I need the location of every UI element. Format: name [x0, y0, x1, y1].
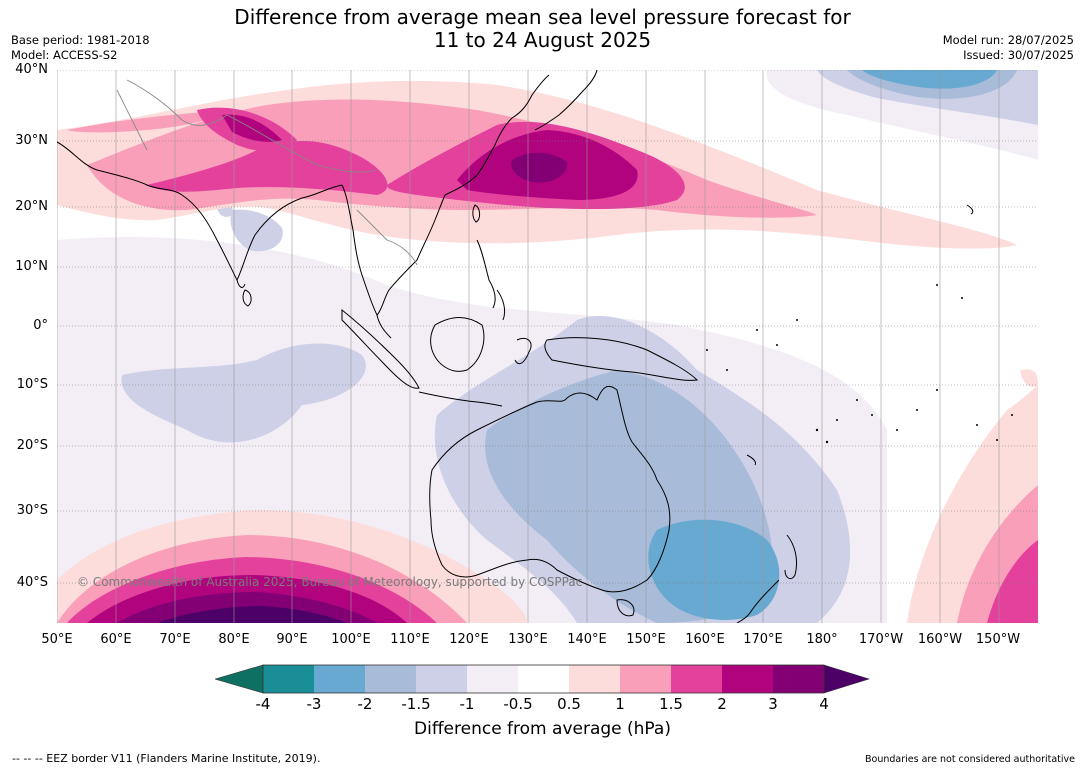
colorbar-swatch-12: [823, 664, 871, 694]
lon-label-140e: 140°E: [567, 632, 607, 647]
anomaly-southern-ocean-plus4: [157, 606, 347, 623]
colorbar-swatch-2: [314, 665, 365, 693]
lat-label-30s: 30°S: [16, 503, 48, 518]
lon-label-110e: 110°E: [390, 632, 430, 647]
colorbar-label-0-5: 0.5: [557, 695, 581, 713]
colorbar-label-1-5: 1.5: [659, 695, 683, 713]
lon-label-170w: 170°W: [858, 632, 904, 647]
map-title-line-2: 11 to 24 August 2025: [433, 28, 652, 52]
lon-label-160e: 160°E: [685, 632, 725, 647]
colorbar: [213, 664, 871, 694]
colorbar-swatch-9: [671, 665, 722, 693]
lat-label-10s: 10°S: [16, 377, 48, 392]
lat-label-0: 0°: [33, 318, 48, 333]
colorbar-swatch-6: [518, 665, 569, 693]
boundaries-disclaimer: Boundaries are not considered authoritat…: [865, 754, 1075, 765]
lon-label-130e: 130°E: [508, 632, 548, 647]
model-label: Model: ACCESS-S2: [11, 48, 118, 62]
copyright-notice: © Commonwealth of Australia 2025, Bureau…: [77, 575, 583, 589]
colorbar-swatch-11: [773, 665, 824, 693]
model-run-label: Model run: 28/07/2025: [942, 33, 1074, 47]
colorbar-swatch-5: [467, 665, 518, 693]
lon-label-150w: 150°W: [975, 632, 1021, 647]
colorbar-label-3: 3: [768, 695, 778, 713]
coastlines: [57, 70, 974, 623]
anomaly-asia-plus3: [511, 152, 568, 183]
colorbar-label-neg4: -4: [255, 695, 271, 713]
lon-label-70e: 70°E: [159, 632, 191, 647]
lat-label-10n: 10°N: [15, 259, 48, 274]
pressure-anomaly-map: [57, 70, 1038, 623]
colorbar-swatch-10: [722, 665, 773, 693]
map-title-line-1: Difference from average mean sea level p…: [234, 5, 851, 29]
anomaly-indian-ocean-minus1: [121, 343, 366, 443]
colorbar-swatch-8: [620, 665, 671, 693]
colorbar-label-neg2: -2: [357, 695, 373, 713]
colorbar-swatch-7: [569, 665, 620, 693]
lon-label-90e: 90°E: [276, 632, 308, 647]
lat-label-20s: 20°S: [16, 438, 48, 453]
lon-label-60e: 60°E: [100, 632, 132, 647]
colorbar-swatch-3: [365, 665, 416, 693]
lon-label-170e: 170°E: [743, 632, 783, 647]
colorbar-swatch-0: [213, 664, 264, 694]
colorbar-title: Difference from average (hPa): [414, 719, 671, 739]
colorbar-label-2: 2: [717, 695, 727, 713]
lon-label-80e: 80°E: [218, 632, 250, 647]
lon-label-150e: 150°E: [626, 632, 666, 647]
colorbar-label-1: 1: [615, 695, 625, 713]
colorbar-label-neg1-5: -1.5: [401, 695, 431, 713]
eez-footnote: -- -- -- EEZ border V11 (Flanders Marine…: [12, 752, 321, 765]
pacific-island-dots: [706, 284, 1013, 444]
colorbar-swatch-4: [416, 665, 467, 693]
lon-grid: [57, 70, 1000, 623]
australia-coast: [429, 385, 671, 593]
base-period-label: Base period: 1981-2018: [11, 33, 150, 47]
colorbar-swatch-1: [263, 665, 314, 693]
lat-label-40n: 40°N: [15, 62, 48, 77]
anomaly-asia-plus1-5: [147, 140, 388, 195]
lon-label-180: 180°: [806, 632, 838, 647]
colorbar-label-neg3: -3: [306, 695, 322, 713]
lon-label-160w: 160°W: [917, 632, 963, 647]
country-borders: [116, 79, 418, 266]
lon-label-120e: 120°E: [449, 632, 489, 647]
issued-label: Issued: 30/07/2025: [963, 48, 1074, 62]
anomaly-tasman-minus2: [648, 519, 780, 620]
lon-label-50e: 50°E: [41, 632, 73, 647]
colorbar-label-neg1: -1: [459, 695, 475, 713]
colorbar-label-4: 4: [819, 695, 829, 713]
lat-label-30n: 30°N: [15, 133, 48, 148]
lat-label-20n: 20°N: [15, 199, 48, 214]
lat-label-40s: 40°S: [16, 575, 48, 590]
colorbar-label-neg0-5: -0.5: [503, 695, 533, 713]
lon-label-100e: 100°E: [331, 632, 371, 647]
